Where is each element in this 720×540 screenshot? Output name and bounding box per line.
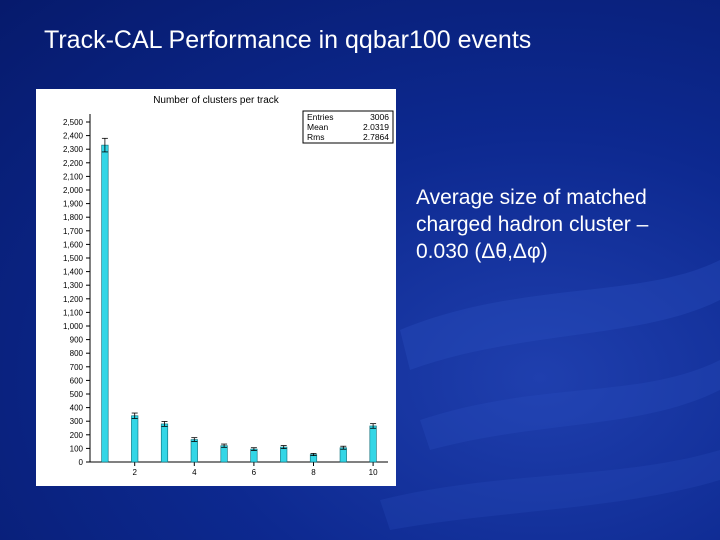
stats-box-frame	[302, 110, 394, 144]
histogram-bars	[101, 137, 377, 463]
x-tick-label: 4	[192, 468, 197, 477]
y-tick-label: 500	[70, 390, 84, 399]
histogram-chart: Number of clusters per track Entries 300…	[63, 95, 394, 477]
y-tick-label: 2,000	[63, 186, 84, 195]
histogram-bar	[101, 144, 109, 463]
y-tick-label: 200	[70, 431, 84, 440]
histogram-bar	[369, 425, 377, 463]
caption-line-1: Average size of matched	[416, 186, 647, 209]
y-tick-label: 1,900	[63, 200, 84, 209]
histogram-bar	[250, 448, 258, 463]
stats-entries-label: Entries	[307, 112, 333, 122]
y-tick-label: 1,400	[63, 268, 84, 277]
x-tick-label: 6	[252, 468, 257, 477]
stats-rms-value: 2.7864	[363, 132, 389, 142]
x-tick-label: 10	[369, 468, 378, 477]
slide-title: Track-CAL Performance in qqbar100 events	[44, 26, 532, 54]
caption-text: Average size of matched charged hadron c…	[416, 184, 706, 265]
y-tick-label: 2,200	[63, 159, 84, 168]
histogram-panel: Number of clusters per track Entries 300…	[36, 89, 396, 486]
y-tick-label: 2,100	[63, 172, 84, 181]
y-tick-label: 800	[70, 349, 84, 358]
y-tick-label: 600	[70, 376, 84, 385]
y-tick-label: 1,300	[63, 281, 84, 290]
y-axis: 0 100 200 300 400 500 600 700 800 900 1,000 1,100 1,…	[63, 114, 91, 467]
caption-line-2: charged hadron cluster –	[416, 213, 649, 236]
y-tick-label: 1,600	[63, 240, 84, 249]
y-tick-label: 700	[70, 363, 84, 372]
y-tick-label: 2,400	[63, 132, 84, 141]
y-tick-label: 2,500	[63, 118, 84, 127]
stats-mean-value: 2.0319	[363, 122, 389, 132]
y-tick-label: 1,200	[63, 295, 84, 304]
x-tick-label: 8	[311, 468, 316, 477]
x-axis: 2 4 6 8 10	[90, 461, 388, 477]
chart-title: Number of clusters per track	[153, 95, 280, 106]
y-tick-label: 1,700	[63, 227, 84, 236]
histogram-bar	[190, 439, 198, 463]
histogram-bar	[131, 415, 139, 463]
y-tick-label: 2,300	[63, 145, 84, 154]
histogram-bar	[160, 423, 169, 463]
histogram-bar	[220, 445, 228, 463]
caption-line-3: 0.030 (Δθ,Δφ)	[416, 240, 548, 263]
y-tick-label: 1,500	[63, 254, 84, 263]
stats-entries-value: 3006	[370, 112, 389, 122]
y-tick-label: 1,100	[63, 308, 84, 317]
stats-rms-label: Rms	[307, 132, 324, 142]
y-tick-label: 400	[70, 404, 84, 413]
y-tick-label: 100	[70, 444, 84, 453]
histogram-bar	[339, 447, 347, 463]
y-tick-label: 900	[70, 336, 84, 345]
y-tick-label: 1,000	[63, 322, 84, 331]
stats-box: Entries 3006 Mean 2.0319 Rms 2.7864	[302, 110, 394, 144]
x-tick-label: 2	[132, 468, 137, 477]
histogram-bar	[280, 446, 288, 463]
y-tick-label: 0	[79, 458, 84, 467]
stats-mean-label: Mean	[307, 122, 329, 132]
y-tick-label: 1,800	[63, 213, 84, 222]
y-tick-label: 300	[70, 417, 84, 426]
